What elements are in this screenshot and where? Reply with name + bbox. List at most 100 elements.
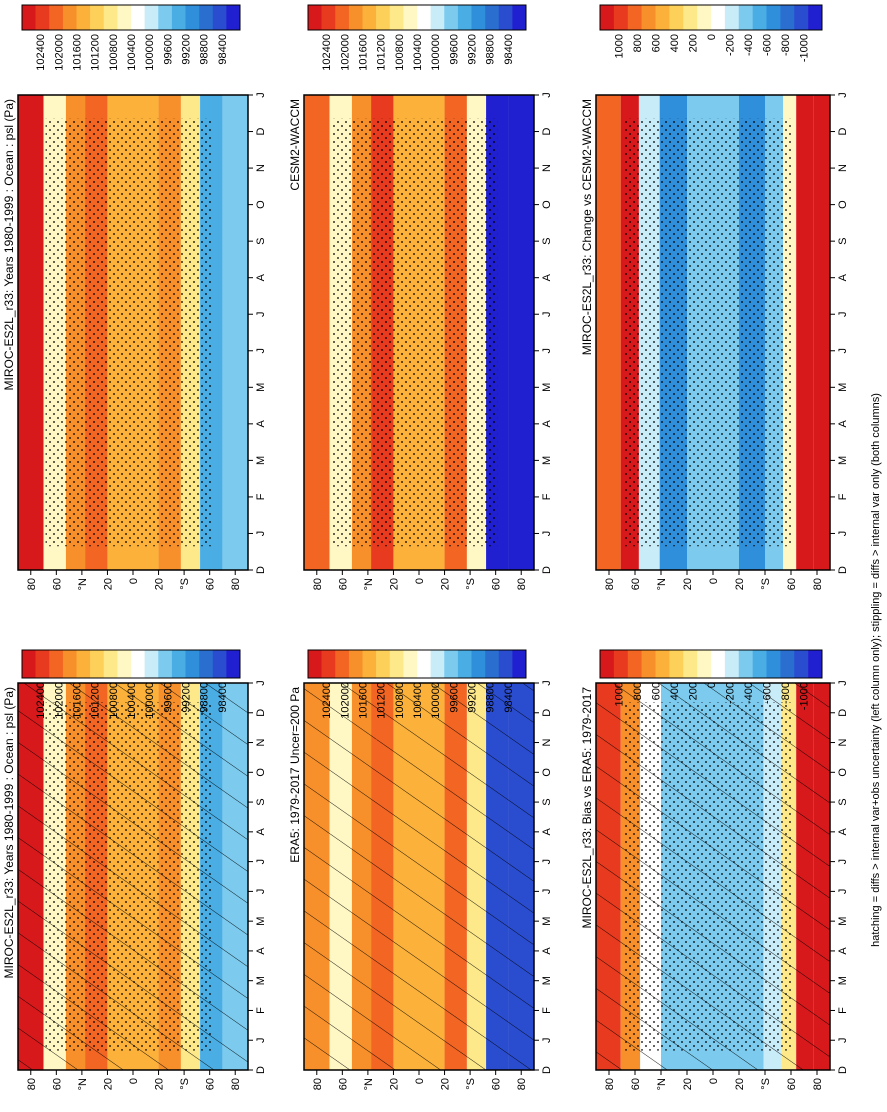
- lat-tick-label: 20: [734, 1078, 746, 1090]
- colorbar-swatch: [103, 650, 118, 678]
- lat-tick-label: 60: [491, 578, 503, 590]
- colorbar-label: 100400: [126, 682, 138, 719]
- lat-tick-label: 80: [604, 578, 616, 590]
- colorbar-swatch: [600, 650, 615, 678]
- colorbar-swatch: [738, 650, 753, 678]
- month-tick-label: A: [541, 420, 553, 428]
- lat-tick-label: °S: [179, 1078, 191, 1090]
- month-tick-label: O: [541, 768, 553, 777]
- colorbar-label: 101200: [376, 34, 388, 71]
- colorbar-swatch: [669, 650, 684, 678]
- colorbar-swatch: [655, 5, 670, 30]
- month-tick-label: J: [837, 889, 849, 895]
- lat-tick-label: 80: [812, 1078, 824, 1090]
- colorbar-label: -800: [780, 34, 792, 56]
- colorbar-label: 0: [706, 682, 718, 688]
- month-tick-label: O: [541, 200, 553, 209]
- colorbar-frame: [307, 649, 527, 679]
- colorbar-label: 102400: [35, 682, 47, 719]
- colorbar-label: 98800: [199, 682, 211, 713]
- colorbar-swatch: [430, 5, 445, 30]
- chart-panel: 80 60 °N 20 0 20 °S 60 80DJFMAMJJASONDJMIROC-ES2…: [580, 649, 849, 1090]
- colorbar-swatch: [199, 5, 214, 30]
- lat-tick-label: °N: [363, 578, 375, 590]
- stippling-overlay: [45, 118, 212, 547]
- colorbar-label: -400: [743, 682, 755, 704]
- colorbar-swatch: [62, 650, 77, 678]
- colorbar-swatch: [641, 5, 656, 30]
- colorbar-swatch: [613, 5, 629, 30]
- colorbar-swatch: [697, 650, 712, 678]
- colorbar-label: -400: [743, 34, 755, 56]
- colorbar-swatch: [144, 5, 159, 30]
- colorbar-label: 100400: [126, 34, 138, 71]
- colorbar-label: 102400: [321, 682, 333, 719]
- lat-tick-label: 0: [708, 1078, 720, 1084]
- month-tick-label: J: [837, 92, 849, 98]
- colorbar-label: 400: [669, 34, 681, 52]
- month-tick-label: A: [541, 947, 553, 955]
- lat-tick-label: 20: [388, 578, 400, 590]
- colorbar-swatch: [711, 5, 726, 30]
- colorbar-swatch: [35, 5, 50, 30]
- month-tick-label: F: [541, 1007, 553, 1014]
- colorbar-swatch: [22, 5, 36, 30]
- colorbar-swatch: [403, 5, 418, 30]
- lat-tick-label: °N: [77, 1078, 89, 1090]
- colorbar-swatch: [683, 5, 698, 30]
- stippling-overlay: [331, 118, 498, 547]
- lat-tick-label: 20: [388, 1078, 400, 1090]
- footer-note: hatching = diffs > internal var+obs unce…: [870, 393, 882, 947]
- lat-tick-label: 20: [440, 1078, 452, 1090]
- lat-tick-label: °N: [363, 1078, 375, 1090]
- data-band--80: [222, 95, 248, 570]
- month-tick-label: F: [255, 1007, 267, 1014]
- data-band--70: [796, 95, 814, 570]
- colorbar-swatch: [171, 650, 186, 678]
- month-tick-label: J: [255, 680, 267, 686]
- lat-tick-label: 80: [812, 578, 824, 590]
- colorbar-label: 102000: [339, 682, 351, 719]
- colorbar-label: 101200: [90, 34, 102, 71]
- colorbar-swatch: [335, 650, 350, 678]
- month-tick-label: D: [255, 566, 267, 574]
- month-tick-label: N: [255, 739, 267, 747]
- month-tick-label: N: [837, 739, 849, 747]
- month-tick-label: F: [255, 493, 267, 500]
- colorbar-swatch: [808, 650, 823, 678]
- colorbar-label: 100800: [108, 34, 120, 71]
- colorbar-label: 102000: [53, 34, 65, 71]
- colorbar-label: 100800: [394, 34, 406, 71]
- panel-title: MIROC-ES2L_r33: Bias vs ERA5: 1979-2017: [580, 687, 594, 929]
- colorbar-swatch: [376, 650, 391, 678]
- month-tick-label: A: [837, 273, 849, 281]
- colorbar-label: 600: [651, 34, 663, 52]
- colorbar-swatch: [766, 650, 781, 678]
- panel-title: MIROC-ES2L_r33: Years 1980-1999 : Ocean …: [2, 99, 16, 391]
- month-tick-label: O: [837, 200, 849, 209]
- lat-tick-label: 60: [51, 1078, 63, 1090]
- colorbar-label: 100000: [430, 682, 442, 719]
- month-tick-label: J: [255, 859, 267, 865]
- month-tick-label: N: [255, 164, 267, 172]
- month-tick-label: J: [837, 348, 849, 354]
- month-tick-label: A: [541, 273, 553, 281]
- lat-tick-label: 80: [26, 578, 38, 590]
- colorbar-swatch: [158, 650, 173, 678]
- month-tick-label: D: [541, 709, 553, 717]
- colorbar: 102400 102000 101600 101200 100800 100400 1000…: [21, 4, 241, 71]
- colorbar-swatch: [62, 5, 77, 30]
- month-tick-label: O: [255, 200, 267, 209]
- colorbar-swatch: [752, 650, 767, 678]
- month-tick-label: M: [837, 917, 849, 926]
- month-tick-label: D: [255, 1066, 267, 1074]
- colorbar-swatch: [724, 650, 740, 678]
- month-tick-label: D: [255, 128, 267, 136]
- colorbar-swatch: [669, 5, 684, 30]
- month-tick-label: J: [541, 1037, 553, 1043]
- colorbar-swatch: [512, 5, 527, 30]
- colorbar-swatch: [498, 650, 513, 678]
- colorbar: 1000 800 600 400 200 0 -200 -400 -600 -800 -1000: [599, 649, 823, 710]
- colorbar-swatch: [185, 650, 200, 678]
- stippling-overlay: [45, 702, 212, 1051]
